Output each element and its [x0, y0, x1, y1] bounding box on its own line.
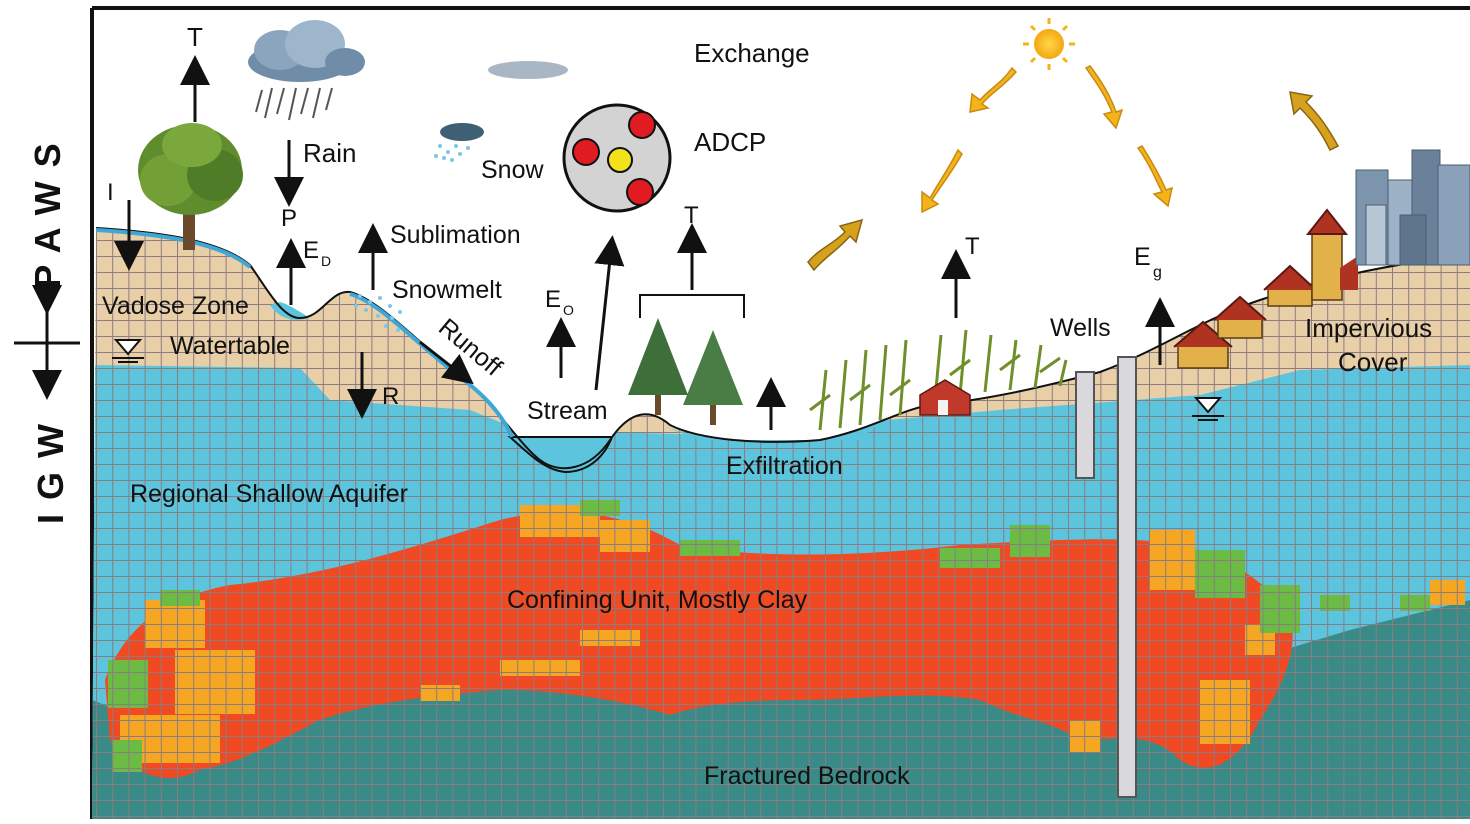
houses-illustration [1173, 208, 1358, 369]
label-eo-subscript: O [563, 302, 574, 318]
label-regional-shallow-aquifer: Regional Shallow Aquifer [130, 480, 408, 508]
crops-illustration [809, 329, 1068, 431]
label-eo: E [545, 286, 561, 313]
barn-icon [919, 379, 971, 416]
ground-surface-line [95, 227, 1470, 470]
label-snow: Snow [481, 156, 544, 184]
label-r: R [382, 383, 399, 410]
paws-igw-boundary-marker [14, 285, 80, 400]
solar-radiation-arrows [921, 65, 1174, 214]
adcp-sensor-icon [562, 103, 672, 213]
label-exfiltration: Exfiltration [726, 452, 843, 480]
label-vadose-zone: Vadose Zone [102, 292, 249, 320]
label-snowmelt: Snowmelt [392, 276, 502, 304]
label-rain: Rain [303, 138, 356, 168]
label-adcp: ADCP [694, 127, 766, 157]
label-wells: Wells [1050, 314, 1111, 342]
rain-cloud-icon [248, 20, 365, 121]
heat-arrows [807, 91, 1340, 272]
watertable-symbol [112, 339, 144, 363]
label-watertable: Watertable [170, 332, 290, 360]
label-sublimation: Sublimation [390, 221, 521, 249]
forest-illustration [628, 318, 743, 425]
label-eg: E [1134, 243, 1151, 271]
label-t-tree: T [187, 22, 203, 52]
exchange-arrow [594, 235, 625, 391]
flux-arrows [114, 55, 1175, 430]
label-fractured-bedrock: Fractured Bedrock [704, 762, 910, 790]
label-stream: Stream [527, 397, 608, 425]
exchange-cloud-icon [488, 61, 568, 79]
snow-cloud-icon [434, 123, 484, 162]
label-cover: Cover [1338, 347, 1408, 377]
runoff-arrow [419, 340, 474, 385]
label-eg-subscript: g [1153, 264, 1162, 281]
label-ed: E [303, 237, 319, 264]
shallow-well [1075, 371, 1095, 479]
city-skyline-illustration [1355, 149, 1470, 266]
deep-well [1117, 356, 1137, 798]
paws-side-label: PAWS [27, 129, 68, 289]
label-impervious: Impervious [1305, 313, 1432, 343]
label-ed-subscript: D [321, 253, 331, 269]
igw-side-label: IGW [30, 410, 71, 524]
sun-icon [1023, 18, 1075, 70]
label-i: I [107, 179, 114, 206]
label-confining-unit: Confining Unit, Mostly Clay [507, 586, 808, 614]
snowmelt-droplets [354, 294, 402, 332]
label-p: P [281, 205, 297, 232]
forest-bracket [639, 294, 745, 318]
tree-illustration [138, 123, 243, 250]
label-t-forest: T [684, 202, 699, 229]
label-t-crops: T [965, 233, 980, 260]
label-exchange: Exchange [694, 38, 810, 68]
watertable-symbol-right [1192, 397, 1224, 421]
